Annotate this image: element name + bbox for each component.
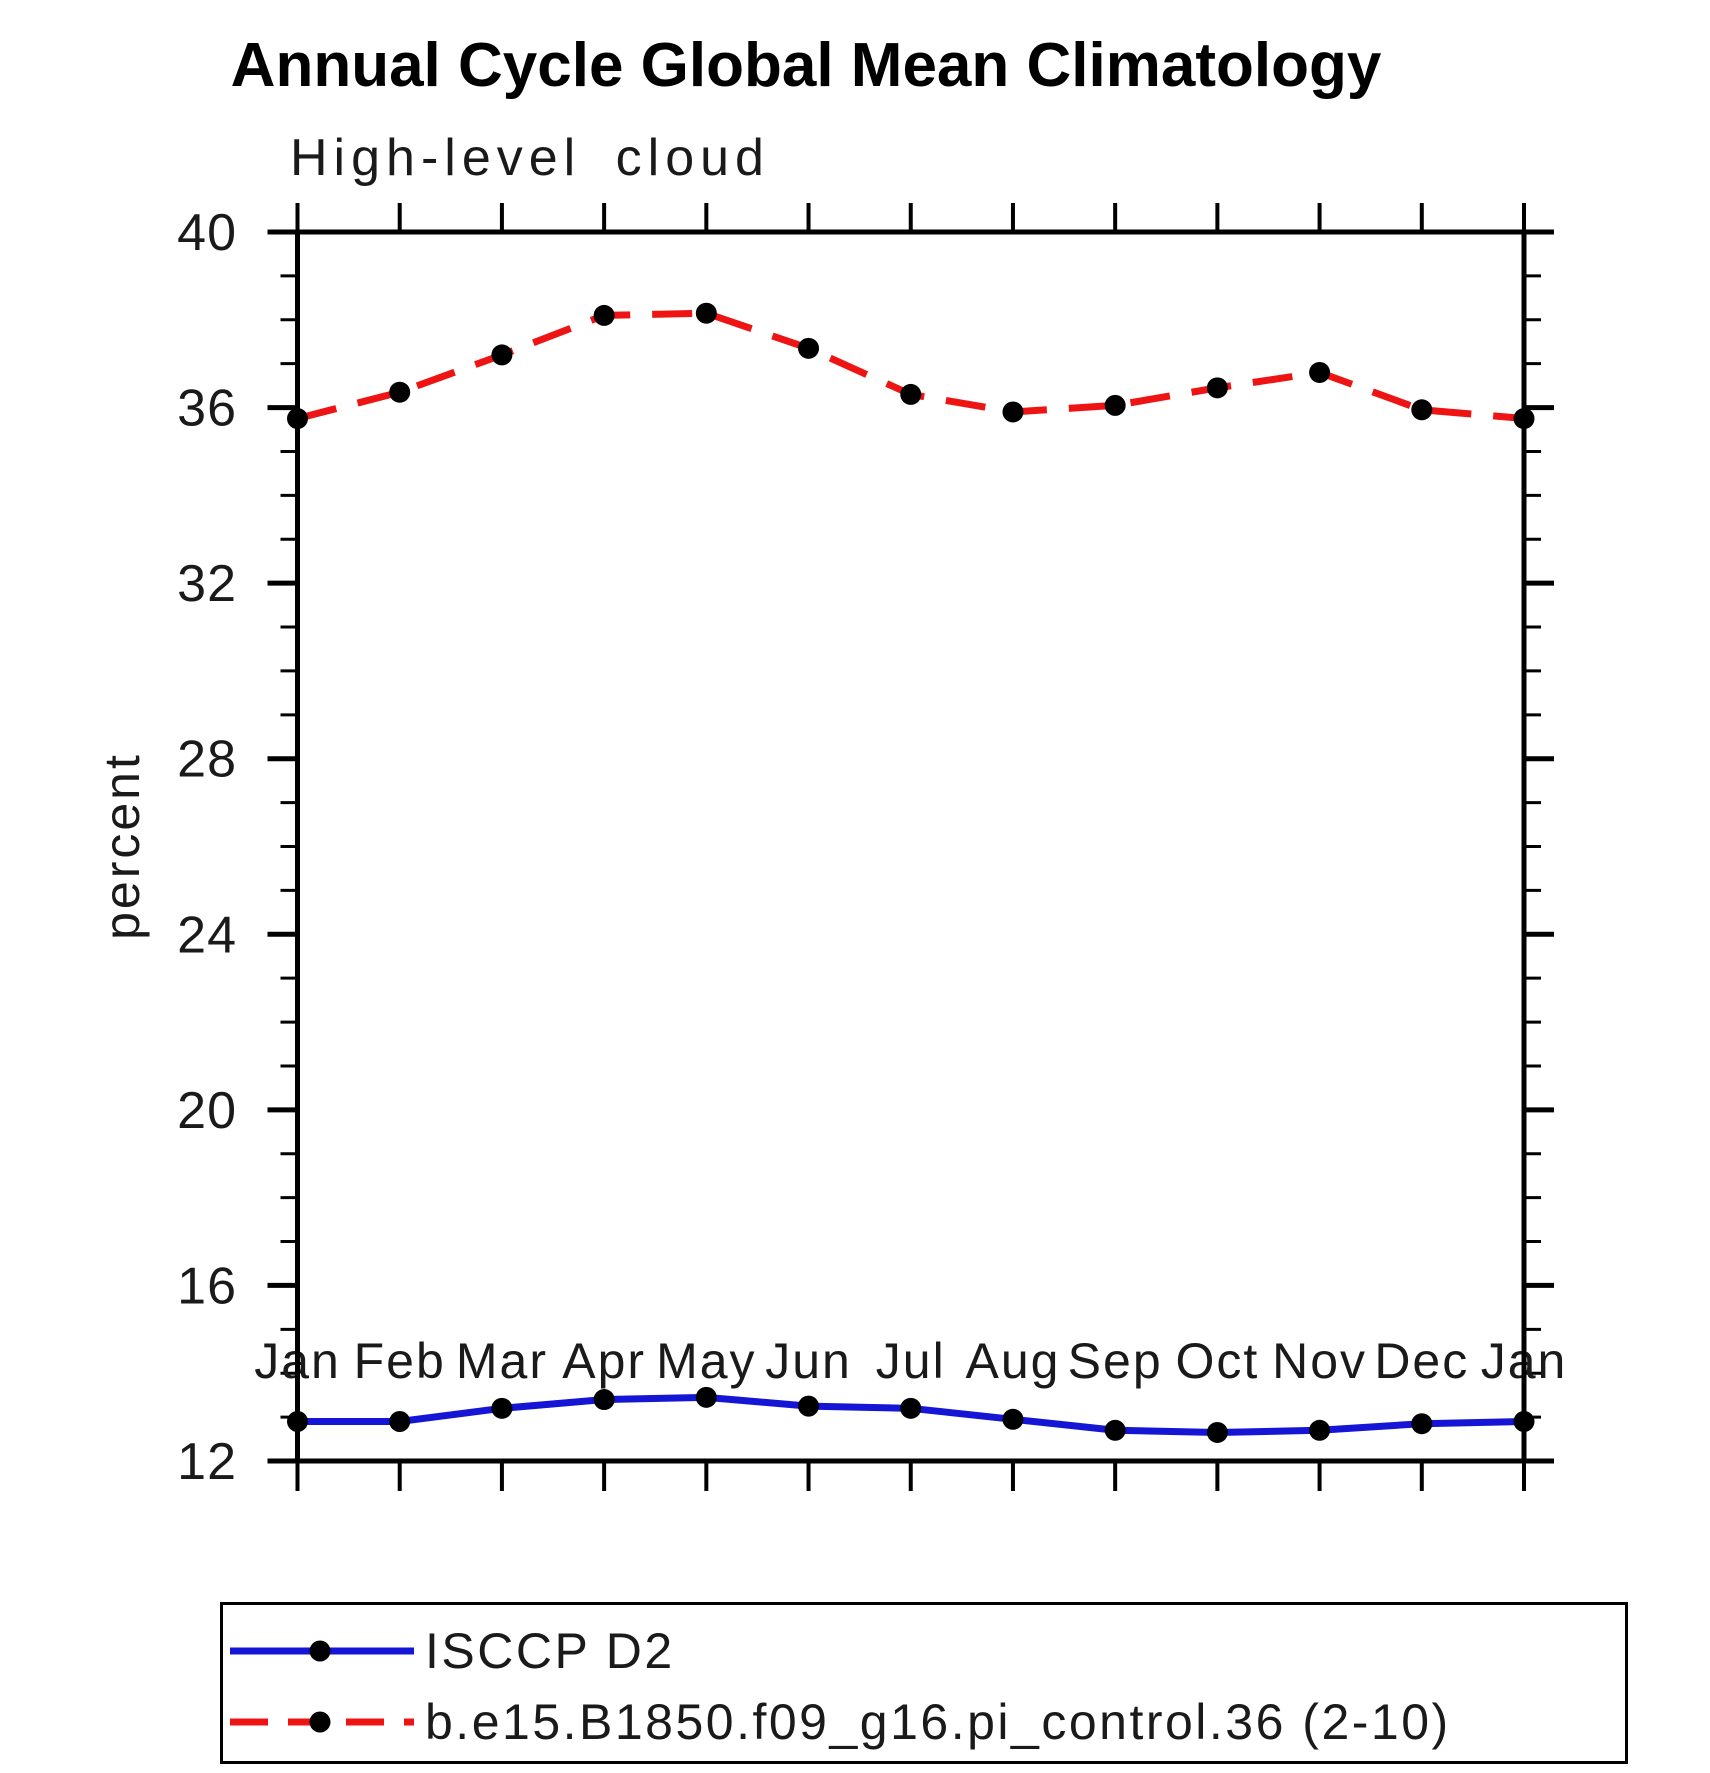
y-axis-tick-label: 40	[177, 204, 237, 262]
x-axis-tick-label: Nov	[1272, 1333, 1367, 1389]
y-axis-tick-label: 36	[177, 380, 237, 438]
data-point-marker	[1513, 1410, 1535, 1432]
data-point-marker	[900, 1397, 922, 1419]
legend-item-model: b.e15.B1850.f09_g16.pi_control.36 (2-10)	[223, 1694, 1451, 1750]
legend-label-isccp: ISCCP D2	[425, 1623, 675, 1679]
plot-frame	[295, 229, 1527, 1464]
data-point-marker	[798, 1395, 820, 1417]
y-axis-tick-label: 16	[177, 1257, 237, 1315]
data-point-marker	[389, 1410, 411, 1432]
y-axis-tick-label: 32	[177, 555, 237, 613]
data-point-marker	[389, 381, 411, 403]
data-point-marker	[593, 304, 615, 326]
data-point-marker	[593, 1389, 615, 1411]
x-axis-tick-label: Dec	[1374, 1333, 1469, 1389]
data-point-marker	[1002, 1408, 1024, 1430]
data-point-marker	[900, 383, 922, 405]
data-point-marker	[695, 302, 717, 324]
y-axis-tick-label: 28	[177, 731, 237, 789]
chart-subtitle: High-level cloud	[290, 129, 770, 187]
legend-label-model: b.e15.B1850.f09_g16.pi_control.36 (2-10)	[425, 1694, 1451, 1750]
data-point-marker	[1411, 399, 1433, 421]
data-point-marker	[1104, 1419, 1126, 1441]
legend-sample-dashed-line	[230, 1711, 414, 1733]
data-point-marker	[491, 1397, 513, 1419]
data-point-marker	[798, 337, 820, 359]
legend-marker-dot	[309, 1711, 331, 1733]
data-point-marker	[287, 1410, 308, 1432]
x-axis-tick-label: May	[656, 1333, 756, 1389]
x-axis-tick-label: Apr	[562, 1333, 646, 1389]
y-axis-tick-label: 24	[177, 906, 237, 964]
data-point-marker	[1513, 408, 1535, 430]
data-point-marker	[1309, 361, 1331, 383]
data-point-marker	[1309, 1419, 1331, 1441]
legend-sample-solid-line	[230, 1640, 414, 1662]
y-axis-tick-label: 12	[177, 1433, 237, 1491]
legend-marker-dot	[309, 1640, 331, 1662]
x-axis-tick-label: Jun	[765, 1333, 852, 1389]
data-point-marker	[1411, 1413, 1433, 1435]
data-point-marker	[491, 344, 513, 366]
data-point-marker	[1002, 401, 1024, 423]
chart-title: Annual Cycle Global Mean Climatology	[230, 31, 1382, 100]
data-point-marker	[287, 408, 308, 430]
data-point-marker	[1104, 394, 1126, 416]
x-axis-tick-label: Sep	[1068, 1333, 1163, 1389]
data-point-marker	[1206, 377, 1228, 399]
x-axis-tick-label: Aug	[965, 1333, 1060, 1389]
x-axis-tick-label: Feb	[354, 1333, 446, 1389]
x-axis-tick-label: Oct	[1175, 1333, 1259, 1389]
data-point-marker	[1206, 1421, 1228, 1443]
x-axis-tick-label: Jul	[876, 1333, 946, 1389]
x-axis-tick-label: Mar	[456, 1333, 548, 1389]
data-point-marker	[695, 1386, 717, 1408]
legend: ISCCP D2 b.e15.B1850.f09_g16.pi_control.…	[220, 1602, 1628, 1764]
y-axis-tick-label: 20	[177, 1082, 237, 1140]
legend-item-isccp: ISCCP D2	[223, 1623, 675, 1679]
